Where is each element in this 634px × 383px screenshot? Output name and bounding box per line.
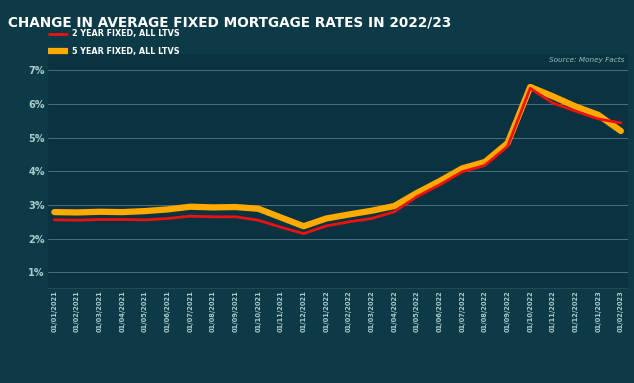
Text: Source: Money Facts: Source: Money Facts [550, 57, 624, 63]
Text: CHANGE IN AVERAGE FIXED MORTGAGE RATES IN 2022/23: CHANGE IN AVERAGE FIXED MORTGAGE RATES I… [8, 15, 451, 29]
Bar [48, 54, 628, 289]
Text: 5 YEAR FIXED, ALL LTVS: 5 YEAR FIXED, ALL LTVS [72, 47, 179, 56]
Text: 2 YEAR FIXED, ALL LTVS: 2 YEAR FIXED, ALL LTVS [72, 29, 179, 38]
